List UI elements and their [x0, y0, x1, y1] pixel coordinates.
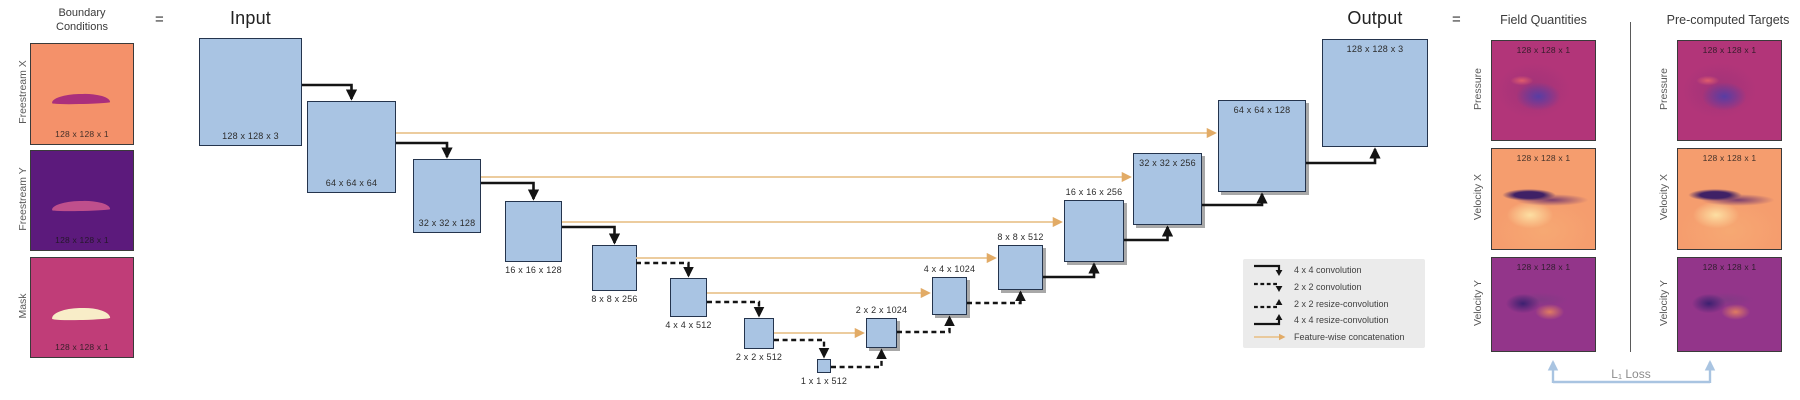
- legend-item: 4 x 4 convolution: [1253, 263, 1415, 278]
- unet-block-16x16x128: 16 x 16 x 128: [505, 201, 562, 275]
- legend-item: Feature-wise concatenation: [1253, 329, 1415, 344]
- dashed-up-arrow-icon: [1254, 298, 1283, 308]
- unet-block-label: 64 x 64 x 128: [1233, 105, 1291, 115]
- solid-up-arrow-icon: [1254, 314, 1283, 326]
- boundary-image-mask: 128 x 128 x 1: [30, 257, 134, 358]
- conv-arrow-dashed: [707, 300, 765, 318]
- field-label-velocity-x: Velocity X: [1472, 173, 1484, 221]
- equals-sign-left: =: [155, 11, 164, 28]
- output-title: Output: [1347, 8, 1403, 28]
- field-label-pressure: Pressure: [1472, 67, 1484, 110]
- unet-block-128x128x3: 128 x 128 x 3: [199, 38, 302, 146]
- column-divider: [1630, 22, 1631, 352]
- legend-item-label: 4 x 4 resize-convolution: [1294, 315, 1389, 326]
- image-dims-label: 128 x 128 x 1: [1516, 262, 1571, 272]
- airfoil-shape: [52, 93, 111, 105]
- conv-arrow-solid: [1306, 147, 1381, 165]
- conv-arrow-solid: [396, 141, 453, 159]
- conv-arrow-solid: [1043, 262, 1100, 279]
- image-dims-label: 128 x 128 x 1: [55, 129, 109, 139]
- conv-arrow-dashed: [831, 348, 887, 369]
- boundary-image-freestream-y: 128 x 128 x 1: [30, 150, 134, 251]
- boundary-conditions-title: Boundary Conditions: [56, 7, 108, 34]
- field-image-velocity-y-prediction: 128 x 128 x 1: [1491, 257, 1596, 352]
- image-dims-label: 128 x 128 x 1: [55, 235, 109, 245]
- precomputed-targets-title: Pre-computed Targets: [1666, 13, 1790, 27]
- unet-block-label: 2 x 2 x 1024: [855, 305, 908, 315]
- boundary-label-freestream-x: Freestream X: [17, 60, 29, 124]
- solid-down-arrow-icon: [1254, 265, 1283, 277]
- image-dims-label: 128 x 128 x 1: [55, 342, 109, 352]
- unet-block-label: 64 x 64 x 64: [325, 178, 378, 188]
- l1-loss-label: L₁ Loss: [1611, 367, 1651, 381]
- field-label-pressure: Pressure: [1658, 67, 1670, 110]
- unet-block-label: 16 x 16 x 256: [1065, 187, 1123, 197]
- field-image-velocity-y-target: 128 x 128 x 1: [1677, 257, 1782, 352]
- boundary-image-freestream-x: 128 x 128 x 1: [30, 43, 134, 145]
- legend-item-label: 2 x 2 resize-convolution: [1294, 298, 1389, 309]
- unet-block-4x4x512: 4 x 4 x 512: [665, 278, 711, 330]
- image-dims-label: 128 x 128 x 1: [1516, 45, 1571, 55]
- conv-arrow-solid: [302, 83, 358, 101]
- legend-item-label: 4 x 4 convolution: [1294, 265, 1362, 276]
- unet-block-2x2x512: 2 x 2 x 512: [736, 318, 782, 362]
- airfoil-shape: [52, 199, 111, 212]
- unet-block-2x2x1024: 2 x 2 x 1024: [856, 305, 907, 348]
- concat-arrow-icon: [1254, 333, 1286, 340]
- unet-block-64x64x64: 64 x 64 x 64: [307, 101, 396, 193]
- dashed-down-arrow-icon: [1254, 282, 1283, 292]
- unet-block-label: 16 x 16 x 128: [505, 265, 562, 275]
- legend-item: 2 x 2 resize-convolution: [1253, 296, 1415, 311]
- unet-block-1x1x512: 1 x 1 x 512: [801, 359, 847, 386]
- unet-block-label: 4 x 4 x 1024: [923, 264, 976, 274]
- conv-arrow-solid: [1202, 192, 1268, 207]
- input-title: Input: [229, 8, 272, 28]
- image-dims-label: 128 x 128 x 1: [1702, 262, 1757, 272]
- unet-block-4x4x1024: 4 x 4 x 1024: [924, 264, 975, 315]
- conv-arrow-solid: [1124, 225, 1174, 242]
- field-image-velocity-x-target: 128 x 128 x 1: [1677, 148, 1782, 250]
- legend-item: 2 x 2 convolution: [1253, 280, 1415, 295]
- image-dims-label: 128 x 128 x 1: [1516, 153, 1571, 163]
- unet-block-32x32x128: 32 x 32 x 128: [413, 159, 481, 233]
- field-image-pressure-prediction: 128 x 128 x 1: [1491, 40, 1596, 141]
- airfoil-shape: [52, 306, 111, 321]
- field-label-velocity-y: Velocity Y: [1472, 279, 1484, 326]
- unet-block-16x16x256: 16 x 16 x 256: [1064, 187, 1124, 262]
- conv-arrow-dashed: [636, 261, 694, 278]
- unet-block-label: 4 x 4 x 512: [665, 320, 712, 330]
- field-image-pressure-target: 128 x 128 x 1: [1677, 40, 1782, 141]
- boundary-label-freestream-y: Freestream Y: [17, 166, 29, 231]
- unet-block-8x8x512: 8 x 8 x 512: [997, 232, 1043, 290]
- unet-block-label: 32 x 32 x 256: [1139, 158, 1196, 168]
- unet-block-label: 128 x 128 x 3: [222, 131, 279, 141]
- boundary-label-mask: Mask: [17, 292, 29, 319]
- legend-item-label: 2 x 2 convolution: [1294, 281, 1362, 292]
- unet-block-label: 1 x 1 x 512: [800, 376, 848, 386]
- conv-arrow-solid: [562, 225, 621, 245]
- field-label-velocity-y: Velocity Y: [1658, 279, 1670, 326]
- image-dims-label: 128 x 128 x 1: [1702, 45, 1757, 55]
- unet-block-64x64x128: 64 x 64 x 128: [1218, 100, 1306, 192]
- field-quantities-title: Field Quantities: [1500, 13, 1587, 27]
- unet-block-label: 128 x 128 x 3: [1346, 44, 1404, 54]
- field-label-velocity-x: Velocity X: [1658, 173, 1670, 221]
- image-dims-label: 128 x 128 x 1: [1702, 153, 1757, 163]
- conv-arrow-dashed: [967, 290, 1026, 305]
- unet-block-label: 32 x 32 x 128: [418, 218, 476, 228]
- unet-block-label: 8 x 8 x 256: [591, 294, 638, 304]
- legend-item: 4 x 4 resize-convolution: [1253, 313, 1415, 328]
- conv-arrow-solid: [481, 181, 540, 201]
- field-image-velocity-x-prediction: 128 x 128 x 1: [1491, 148, 1596, 250]
- unet-block-label: 8 x 8 x 512: [997, 232, 1044, 242]
- conv-arrow-dashed: [897, 315, 955, 334]
- legend-item-label: Feature-wise concatenation: [1294, 331, 1405, 342]
- unet-block-128x128x3: 128 x 128 x 3: [1322, 39, 1428, 147]
- unet-block-32x32x256: 32 x 32 x 256: [1133, 153, 1202, 225]
- equals-sign-right: =: [1452, 11, 1461, 28]
- legend-box: 4 x 4 convolution 2 x 2 convolution 2 x 2 …: [1243, 259, 1425, 348]
- unet-block-8x8x256: 8 x 8 x 256: [591, 245, 637, 304]
- unet-block-label: 2 x 2 x 512: [735, 352, 783, 362]
